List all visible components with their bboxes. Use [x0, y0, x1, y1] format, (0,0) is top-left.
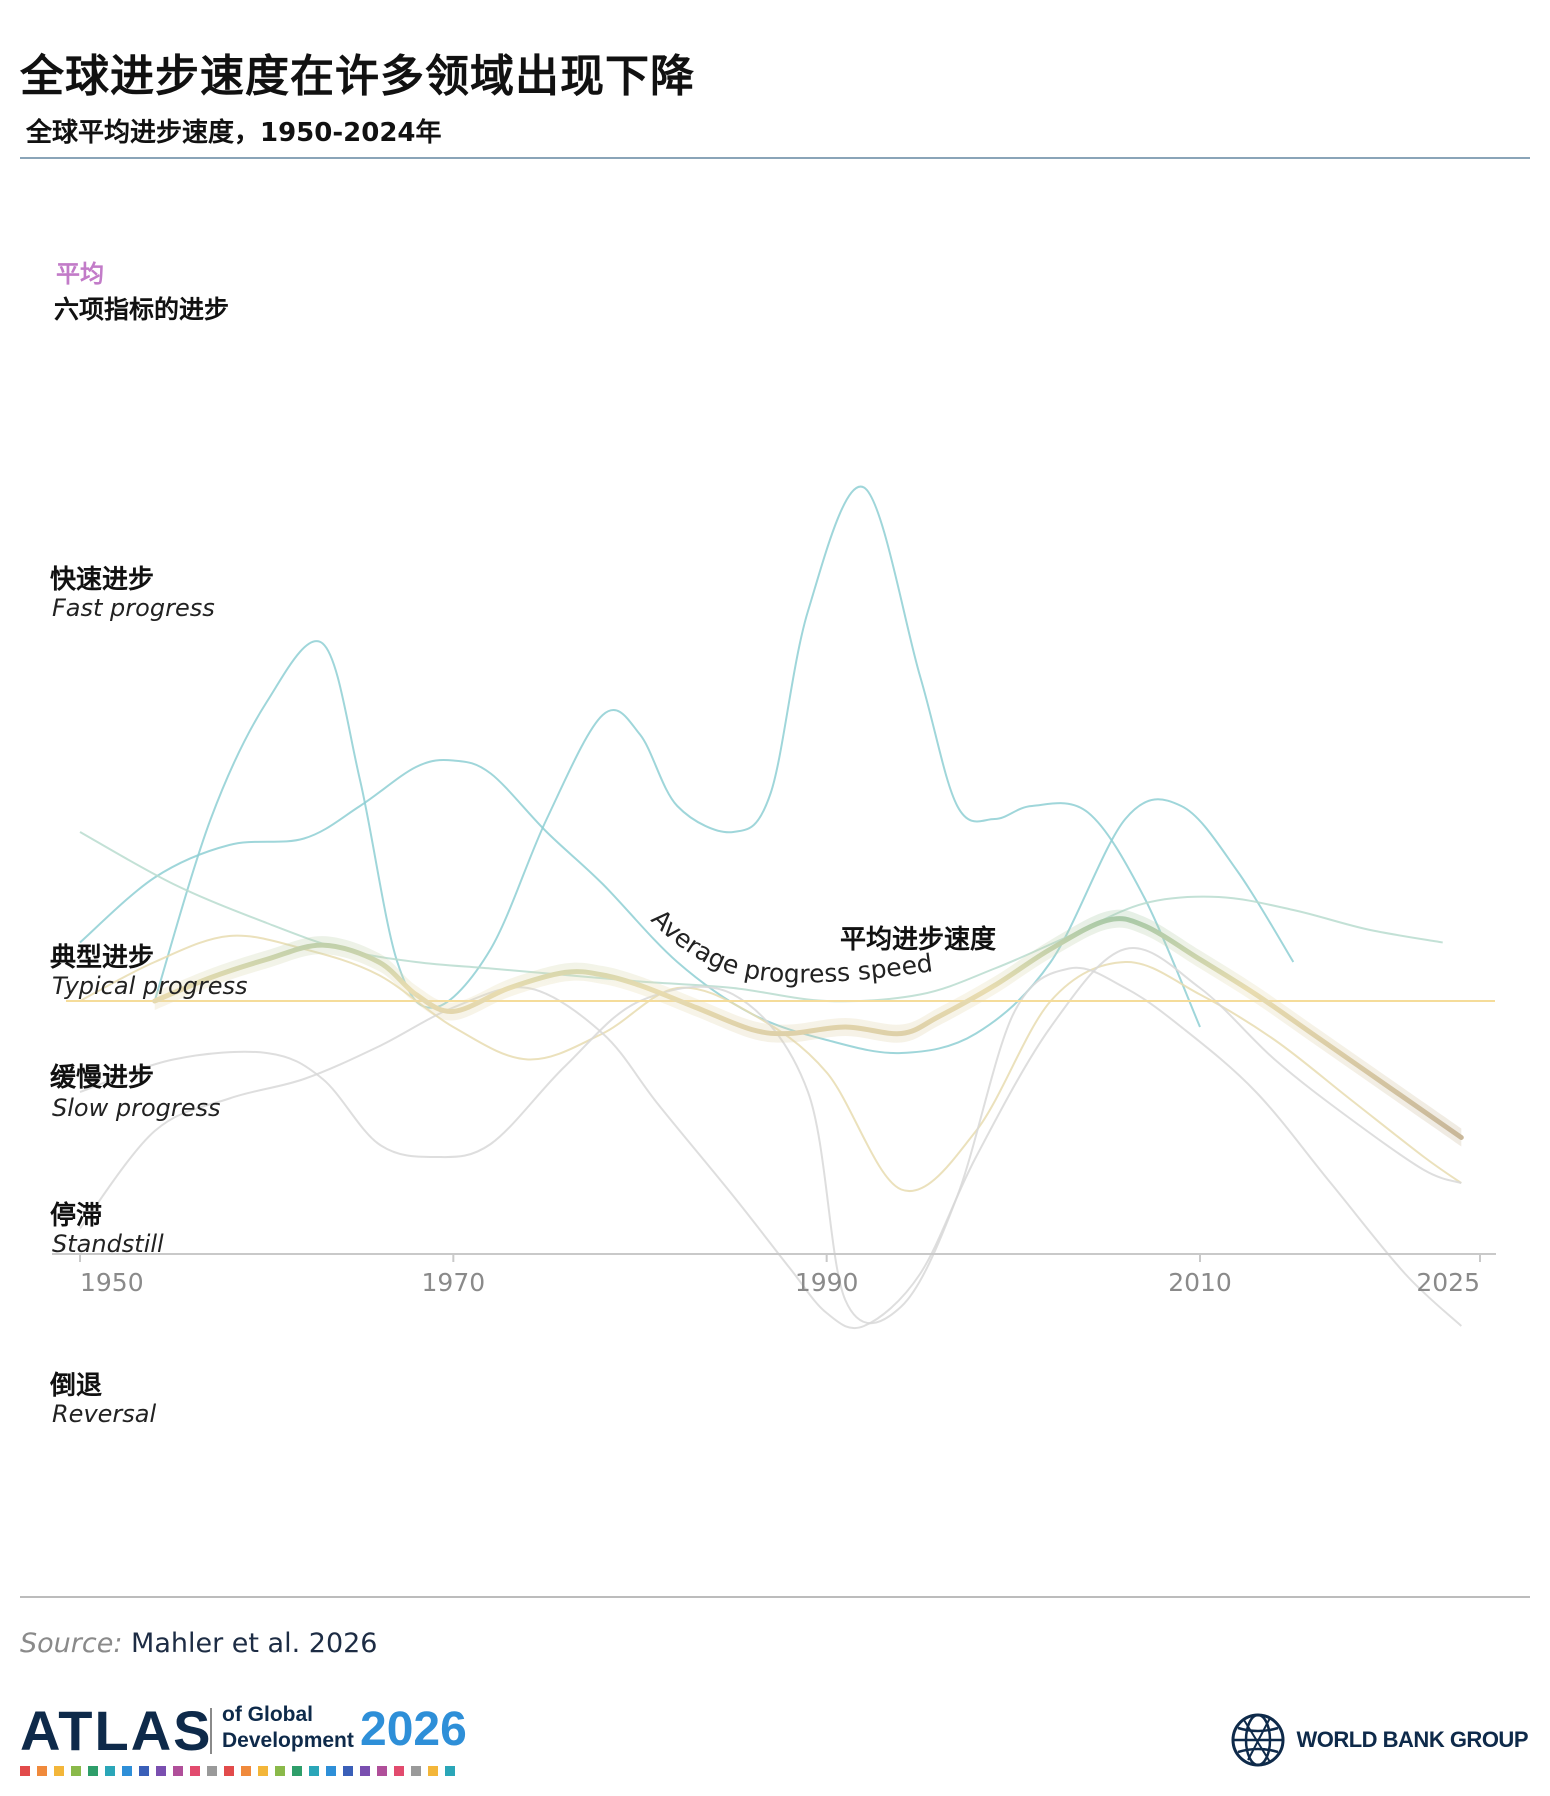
category-reversal: 倒退 Reversal [49, 1371, 156, 1428]
x-tick-label-1950: 1950 [80, 1268, 144, 1297]
category-slow-en: Slow progress [52, 1094, 221, 1122]
category-typical-cn: 典型进步 [50, 942, 154, 973]
category-typical: 典型进步 Typical progress [50, 942, 248, 1000]
chart-title: 全球进步速度在许多领域出现下降 [20, 51, 695, 102]
atlas-subtitle: of Global Development [222, 1702, 354, 1754]
atlas-logo: ATLAS of Global Development 2026 [20, 1698, 500, 1788]
category-slow-cn: 缓慢进步 [50, 1062, 154, 1093]
category-standstill-cn: 停滞 [50, 1200, 102, 1231]
atlas-year: 2026 [360, 1703, 467, 1756]
header-divider [20, 157, 1530, 159]
x-tick-label-2025: 2025 [1416, 1268, 1480, 1297]
atlas-of-global: of Global [222, 1703, 313, 1726]
wbg-name: WORLD BANK GROUP [1296, 1727, 1528, 1752]
indicator-line-1 [153, 485, 1201, 1028]
average-series-line [152, 916, 1464, 1140]
chart-subtitle: 全球平均进步速度，1950-2024年 [26, 118, 442, 148]
x-tick-label-1970: 1970 [422, 1268, 486, 1297]
x-tick-label-1990: 1990 [795, 1268, 859, 1297]
category-standstill: 停滞 Standstill [50, 1200, 164, 1258]
globe-icon [1231, 1713, 1285, 1767]
source-text: Mahler et al. 2026 [131, 1628, 378, 1659]
atlas-development: Development [222, 1729, 354, 1752]
avg-speed-annotation-cn: 平均进步速度 [840, 924, 996, 955]
world-bank-logo: WORLD BANK GROUP [1230, 1710, 1528, 1770]
indicator-line-6 [79, 947, 1462, 1330]
x-tick-label-2010: 2010 [1168, 1268, 1232, 1297]
category-fast-cn: 快速进步 [50, 564, 154, 595]
category-reversal-cn: 倒退 [49, 1371, 102, 1401]
x-ticks: 1950 1970 1990 2010 2025 [79, 1254, 1481, 1297]
legend-avg-label: 平均 [56, 260, 104, 288]
atlas-wordmark: ATLAS [20, 1699, 213, 1762]
category-slow: 缓慢进步 Slow progress [50, 1062, 221, 1122]
source-label: Source: [20, 1628, 123, 1659]
average-line [152, 916, 1464, 1140]
category-fast: 快速进步 Fast progress [50, 564, 215, 622]
footer-divider [20, 1596, 1530, 1598]
indicator-line-2 [79, 758, 1295, 1055]
average-band-area [154, 909, 1462, 1147]
source-note: Source: Mahler et al. 2026 [20, 1628, 378, 1659]
category-standstill-en: Standstill [52, 1230, 164, 1258]
category-reversal-en: Reversal [52, 1400, 156, 1428]
indicator-line-4 [79, 934, 1462, 1193]
indicator-line-5 [79, 966, 1462, 1327]
atlas-color-dots [20, 1766, 455, 1776]
legend-six-label: 六项指标的进步 [54, 295, 229, 324]
category-fast-en: Fast progress [52, 594, 215, 622]
average-band [154, 909, 1462, 1147]
indicator-lines [79, 485, 1462, 1330]
atlas-divider [210, 1708, 212, 1754]
progress-chart: 1950 1970 1990 2010 2025 平均 六项指标的进步 快速进步 Fas… [49, 260, 1496, 1428]
category-typical-en: Typical progress [52, 972, 248, 1000]
